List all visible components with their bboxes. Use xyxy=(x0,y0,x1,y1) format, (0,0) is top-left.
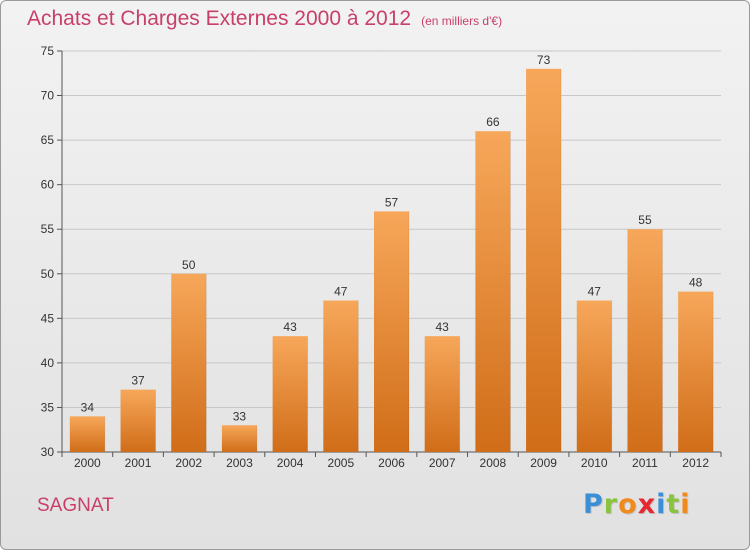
bar xyxy=(374,211,409,452)
logo-letter: P xyxy=(583,489,604,520)
bar-value-label: 50 xyxy=(182,258,196,272)
bar xyxy=(221,425,257,452)
logo-letter: i xyxy=(680,489,691,520)
y-tick-label: 70 xyxy=(41,89,55,103)
bar xyxy=(627,229,663,452)
y-tick-label: 75 xyxy=(41,44,55,58)
bar-value-label: 43 xyxy=(436,320,450,334)
labels: 34 37 50 33 43 47 57 43 66 73 47 55 48 xyxy=(81,53,703,423)
x-tick-label: 2007 xyxy=(429,456,456,470)
x-tick-label: 2008 xyxy=(480,456,507,470)
bar-value-label: 66 xyxy=(486,115,500,129)
bars xyxy=(69,68,714,453)
x-tick-label: 2001 xyxy=(125,456,152,470)
x-tick-label: 2011 xyxy=(632,456,658,470)
x-tick-label: 2005 xyxy=(327,456,354,470)
bar xyxy=(120,389,156,452)
logo-letter: r xyxy=(603,489,619,520)
chart-title: Achats et Charges Externes 2000 à 2012 (e… xyxy=(27,7,503,30)
x-tick-label: 2002 xyxy=(175,456,202,470)
y-tick-label: 40 xyxy=(41,356,55,370)
bar-value-label: 33 xyxy=(233,409,247,423)
bar-value-label: 55 xyxy=(638,213,652,227)
x-tick-label: 2010 xyxy=(581,456,608,470)
bar xyxy=(576,300,612,452)
bar-value-label: 47 xyxy=(588,285,602,299)
bar-value-label: 57 xyxy=(385,195,399,209)
x-tick-label: 2009 xyxy=(530,456,557,470)
x-tick-label: 2000 xyxy=(74,456,101,470)
bar-value-label: 34 xyxy=(81,400,95,414)
bar-value-label: 73 xyxy=(537,53,551,67)
x-tick-label: 2004 xyxy=(277,456,304,470)
y-tick-label: 45 xyxy=(41,311,55,325)
bar xyxy=(526,68,562,453)
logo-letter: o xyxy=(618,489,638,520)
y-tick-label: 65 xyxy=(41,133,55,147)
bar xyxy=(678,291,714,452)
chart-subtitle: (en milliers d'€) xyxy=(421,14,503,28)
y-tick-label: 35 xyxy=(41,400,55,414)
bar xyxy=(171,273,207,452)
x-tick-label: 2003 xyxy=(226,456,253,470)
bar-value-label: 47 xyxy=(334,285,348,299)
bar xyxy=(69,416,105,452)
proxiti-logo: Proxiti xyxy=(583,489,691,520)
y-tick-label: 30 xyxy=(41,445,55,459)
y-tick-label: 50 xyxy=(41,267,55,281)
x-tick-label: 2012 xyxy=(682,456,709,470)
bar-value-label: 48 xyxy=(689,276,703,290)
logo-letter: t xyxy=(666,489,681,520)
x-tick-label: 2006 xyxy=(378,456,405,470)
logo-letter: x xyxy=(637,489,657,520)
bar-value-label: 43 xyxy=(283,320,297,334)
bar-value-label: 37 xyxy=(131,374,145,388)
logo-letter: i xyxy=(656,489,667,520)
y-tick-label: 55 xyxy=(41,222,55,236)
city-name: SAGNAT xyxy=(37,495,114,516)
bar xyxy=(323,300,359,452)
bar xyxy=(475,131,511,452)
bar xyxy=(272,336,308,452)
bar xyxy=(424,336,460,452)
y-tick-label: 60 xyxy=(41,178,55,192)
